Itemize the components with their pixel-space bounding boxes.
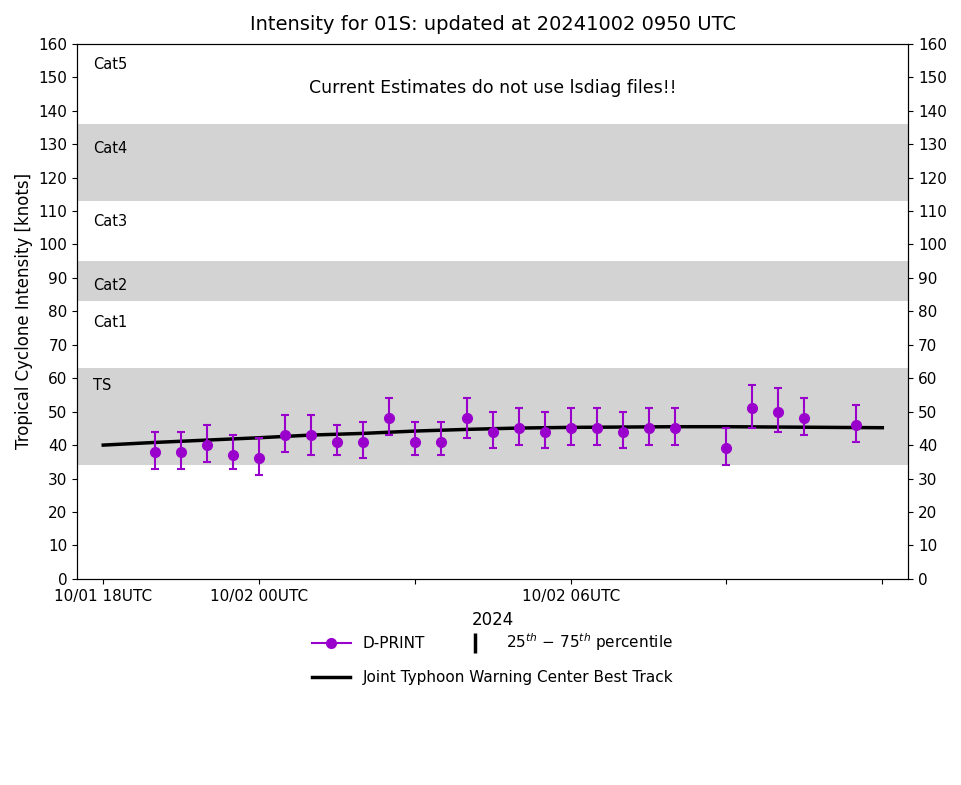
Title: Intensity for 01S: updated at 20241002 0950 UTC: Intensity for 01S: updated at 20241002 0… bbox=[250, 15, 735, 34]
Text: Cat3: Cat3 bbox=[93, 214, 127, 229]
Text: Cat2: Cat2 bbox=[93, 278, 127, 293]
Bar bbox=[77, 368, 907, 466]
Text: TS: TS bbox=[93, 378, 111, 393]
Legend: Joint Typhoon Warning Center Best Track: Joint Typhoon Warning Center Best Track bbox=[306, 664, 678, 692]
Bar bbox=[77, 124, 907, 201]
Bar bbox=[77, 261, 907, 301]
Text: Current Estimates do not use lsdiag files!!: Current Estimates do not use lsdiag file… bbox=[308, 78, 676, 97]
Text: Cat4: Cat4 bbox=[93, 141, 127, 156]
Text: Cat1: Cat1 bbox=[93, 315, 127, 330]
X-axis label: 2024: 2024 bbox=[471, 611, 513, 629]
Y-axis label: Tropical Cyclone Intensity [knots]: Tropical Cyclone Intensity [knots] bbox=[15, 173, 33, 450]
Text: Cat5: Cat5 bbox=[93, 57, 127, 72]
